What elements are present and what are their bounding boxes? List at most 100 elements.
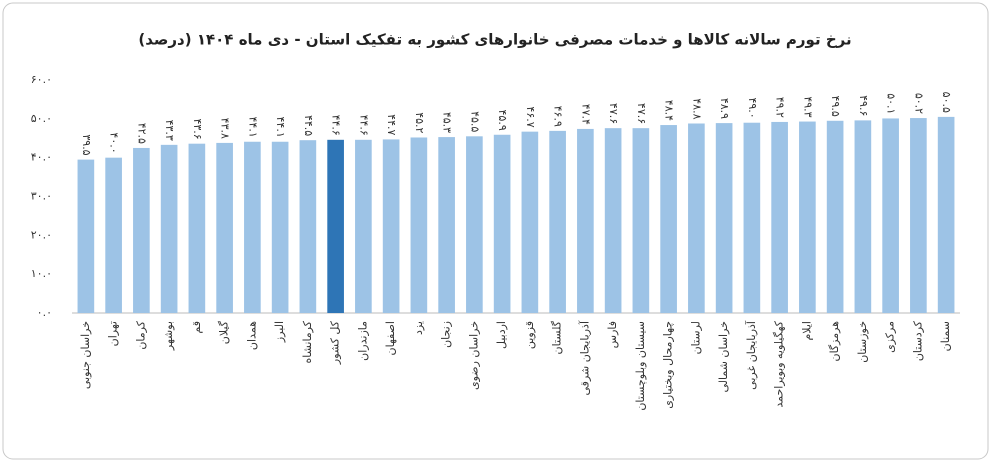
value-label: ۴۰.۰ <box>108 132 121 153</box>
x-tick-label: خوزستان <box>856 321 869 363</box>
x-tick-label: قزوین <box>523 321 536 349</box>
x-tick-label: آذربایجان غربی <box>744 320 758 390</box>
x-tick-label: یزد <box>412 321 425 335</box>
chart-title: نرخ تورم سالانه کالاها و خدمات مصرفی خان… <box>138 31 851 49</box>
bar <box>493 134 511 313</box>
bar <box>105 157 122 313</box>
value-label: ۴۶.۹ <box>552 106 565 127</box>
x-tick-label: اردبیل <box>495 321 508 349</box>
y-tick-label: ۳۰.۰ <box>31 190 52 203</box>
value-label: ۵۰.۱ <box>885 93 898 114</box>
bar <box>882 118 899 313</box>
bar <box>854 120 872 314</box>
value-label: ۳۹.۵ <box>80 134 93 155</box>
value-label: ۴۴.۵ <box>302 115 315 136</box>
bar <box>604 128 622 313</box>
value-label: ۴۹.۳ <box>801 96 814 117</box>
y-tick-label: ۲۰.۰ <box>31 228 52 241</box>
x-tick-label: کهگیلویه وبویراحمد <box>773 320 786 407</box>
value-label: ۴۹.۶ <box>857 95 870 116</box>
bar <box>577 128 594 313</box>
x-tick-label: مازندران <box>356 321 369 361</box>
bar <box>910 118 927 313</box>
x-tick-label: خراسان شمالی <box>717 321 730 393</box>
x-tick-label: کرمان <box>134 320 147 349</box>
y-tick-label: ۵۰.۰ <box>31 112 52 125</box>
bar <box>188 143 206 313</box>
value-label: ۴۵.۳ <box>441 112 454 133</box>
bar <box>382 139 400 313</box>
value-label: ۴۶.۷ <box>524 106 537 127</box>
value-label: ۴۴.۱ <box>246 117 259 138</box>
x-tick-label: آذربایجان شرقی <box>577 320 591 395</box>
bar <box>77 159 95 313</box>
value-label: ۴۵.۵ <box>468 111 481 132</box>
bar <box>743 122 761 313</box>
x-tick-label: قم <box>190 321 203 334</box>
x-tick-label: مرکزی <box>884 321 897 353</box>
x-tick-label: هرمزگان <box>828 321 841 362</box>
x-tick-label: گیلان <box>218 320 231 344</box>
value-label: ۴۳.۸ <box>219 118 232 139</box>
value-label: ۴۷.۶ <box>635 103 648 124</box>
x-tick-label: سیستان وبلوچستان <box>634 321 647 411</box>
bar <box>799 121 816 313</box>
value-label: ۴۹.۵ <box>829 96 842 117</box>
bar <box>216 142 233 313</box>
value-label: ۴۳.۳ <box>163 120 176 141</box>
bar <box>715 123 733 313</box>
bar <box>133 147 150 313</box>
x-tick-label: زنجان <box>440 321 453 348</box>
x-tick-label: لرستان <box>689 321 702 354</box>
x-tick-label: گلستان <box>551 320 564 354</box>
value-label: ۴۴.۶ <box>330 115 343 136</box>
y-tick-label: ۴۰.۰ <box>31 151 52 164</box>
bar <box>299 140 317 313</box>
value-label: ۴۷.۴ <box>579 104 592 125</box>
x-tick-label: همدان <box>245 321 258 350</box>
x-tick-label: بوشهر <box>162 321 175 351</box>
y-tick-label: ۰.۰ <box>37 306 52 319</box>
bar <box>937 116 955 314</box>
value-label: ۴۸.۹ <box>718 98 731 119</box>
x-tick-label: اصفهان <box>384 321 397 355</box>
bar <box>826 120 844 314</box>
bar <box>327 139 344 313</box>
x-tick-label: ایلام <box>800 321 813 341</box>
x-tick-label: کردستان <box>911 320 924 361</box>
value-label: ۴۵.۹ <box>496 110 509 131</box>
x-tick-label: چهارمحال وبختیاری <box>662 321 675 409</box>
x-tick-label: فارس <box>606 321 619 348</box>
value-label: ۵۰.۵ <box>940 92 953 113</box>
bar <box>466 136 483 313</box>
x-tick-label: سمنان <box>939 321 952 351</box>
value-label: ۴۴.۷ <box>385 114 398 135</box>
y-tick-label: ۶۰.۰ <box>31 73 52 86</box>
y-tick-label: ۱۰.۰ <box>31 267 52 280</box>
value-label: ۴۸.۴ <box>663 100 676 121</box>
value-label: ۴۷.۶ <box>607 103 620 124</box>
x-tick-label: کرمانشاه <box>301 320 314 363</box>
bar <box>355 139 372 313</box>
value-label: ۵۰.۲ <box>912 93 925 114</box>
bar <box>244 141 261 313</box>
bar <box>660 125 677 314</box>
bar <box>438 137 455 313</box>
bar <box>160 144 178 313</box>
x-tick-label: خراسان جنوبی <box>79 321 92 389</box>
bar <box>688 123 705 313</box>
bar <box>632 128 650 313</box>
value-label: ۴۹.۰ <box>746 97 759 118</box>
x-tick-label: البرز <box>273 321 286 343</box>
bar <box>521 131 539 313</box>
value-label: ۴۳.۶ <box>191 118 204 139</box>
x-tick-label: تهران <box>107 321 120 346</box>
x-tick-label: کل کشور <box>329 320 342 365</box>
value-label: ۴۴.۶ <box>357 115 370 136</box>
bar <box>549 130 566 313</box>
bar <box>271 141 289 313</box>
value-label: ۴۸.۸ <box>690 98 703 119</box>
value-label: ۴۴.۱ <box>274 117 287 138</box>
x-tick-label: خراسان رضوی <box>467 321 480 390</box>
